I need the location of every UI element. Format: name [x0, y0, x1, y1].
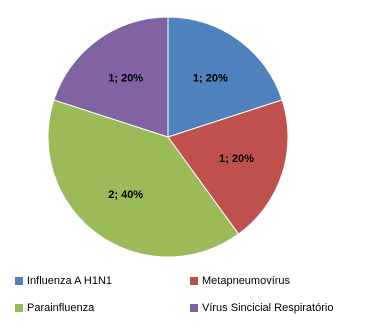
- legend-swatch: [190, 277, 198, 285]
- legend-swatch: [190, 304, 198, 312]
- data-label: 1; 20%: [219, 153, 254, 165]
- legend-label: Metapneumovírus: [202, 275, 291, 287]
- legend-label: Influenza A H1N1: [27, 275, 112, 287]
- data-label: 1; 20%: [193, 73, 228, 85]
- legend-swatch: [15, 277, 23, 285]
- pie-slice: [53, 16, 169, 138]
- legend-swatch: [15, 304, 23, 312]
- pie-slice: [47, 99, 240, 258]
- pie-slice: [167, 99, 289, 235]
- legend-label: Vírus Sincicial Respiratório: [202, 302, 333, 314]
- data-label: 2; 40%: [108, 189, 143, 201]
- pie-slice: [167, 16, 283, 138]
- data-label: 1; 20%: [108, 73, 143, 85]
- legend-label: Parainfluenza: [27, 302, 95, 314]
